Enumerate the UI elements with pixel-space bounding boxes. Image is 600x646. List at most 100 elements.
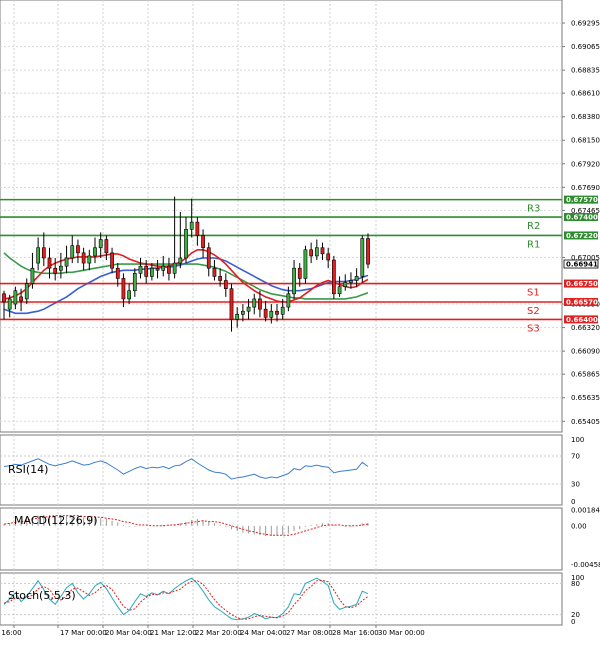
- candle-body-9: [53, 267, 58, 274]
- candle-body-18: [104, 239, 109, 254]
- level-price-label-r1: 0.67220: [566, 232, 598, 240]
- level-price-label-r3: 0.67570: [566, 196, 598, 204]
- candle-body-30: [172, 262, 177, 274]
- candle-body-11: [64, 257, 69, 267]
- candle-body-53: [303, 249, 308, 279]
- y-tick-label-1: 0.69065: [571, 43, 600, 51]
- candle-body-49: [280, 306, 285, 315]
- candle-body-28: [161, 265, 166, 271]
- y-tick-label-9: 0.67005: [571, 254, 600, 262]
- panel-frame-0: [0, 0, 563, 433]
- level-tag-s3: S3: [527, 323, 540, 334]
- candle-body-17: [98, 239, 103, 249]
- candle-body-47: [269, 310, 274, 318]
- level-price-label-s1: 0.66750: [566, 280, 598, 288]
- stoch-title: Stoch(5,5,3): [8, 589, 76, 602]
- candle-body-7: [41, 247, 46, 259]
- candle-body-5: [30, 267, 35, 284]
- candle-body-48: [275, 310, 279, 315]
- rsi-tick-label-0: 100: [571, 436, 584, 444]
- y-tick-label-0: 0.69295: [571, 20, 600, 28]
- candle-body-35: [201, 235, 205, 249]
- y-tick-label-13: 0.65865: [571, 371, 600, 379]
- candle-body-37: [212, 267, 217, 277]
- candle-body-51: [292, 267, 296, 295]
- candle-body-61: [349, 280, 353, 283]
- candle-body-21: [121, 278, 126, 300]
- candle-body-64: [366, 238, 370, 265]
- candle-body-12: [70, 245, 75, 259]
- candle-body-31: [178, 257, 183, 264]
- candle-body-33: [189, 221, 194, 230]
- level-price-box-s1: [564, 279, 598, 288]
- candle-body-44: [252, 298, 257, 308]
- candle-body-26: [150, 267, 154, 277]
- level-price-box-s2: [564, 297, 598, 306]
- level-tag-r2: R2: [527, 221, 540, 232]
- level-price-box-r2: [564, 213, 598, 222]
- candle-body-41: [235, 313, 240, 320]
- level-price-box-r1: [564, 231, 598, 240]
- y-tick-label-3: 0.68610: [571, 90, 600, 98]
- stoch-k-line: [3, 577, 369, 621]
- candle-body-20: [115, 267, 120, 279]
- rsi-line: [3, 458, 369, 480]
- stoch-tick-label-0: 100: [571, 574, 584, 582]
- y-tick-label-11: 0.66320: [571, 324, 600, 332]
- macd-tick-label-1: 0.00: [571, 522, 587, 530]
- candle-body-32: [184, 229, 188, 259]
- ma-mid-line: [3, 257, 369, 315]
- x-tick-label-8: 30 Mar 00:00: [378, 629, 425, 637]
- stoch-tick-label-1: 80: [571, 580, 580, 588]
- x-tick-label-2: 20 Mar 04:00: [105, 629, 152, 637]
- candle-body-10: [59, 265, 63, 271]
- stoch-tick-label-2: 20: [571, 611, 580, 619]
- x-tick-label-6: 27 Mar 08:00: [286, 629, 333, 637]
- candle-body-6: [36, 247, 40, 264]
- x-tick-label-4: 22 Mar 20:00: [195, 629, 242, 637]
- candle-body-3: [19, 296, 23, 302]
- candle-body-57: [326, 253, 331, 261]
- level-tag-r1: R1: [527, 239, 540, 250]
- x-tick-label-5: 24 Mar 04:00: [240, 629, 287, 637]
- candle-body-42: [241, 310, 245, 315]
- macd-signal-line: [3, 515, 369, 536]
- y-tick-label-2: 0.68835: [571, 67, 600, 75]
- level-price-box-r3: [564, 195, 598, 204]
- candle-body-50: [286, 293, 291, 308]
- candle-body-2: [13, 290, 18, 305]
- stoch-tick-label-3: 0: [571, 618, 575, 626]
- rsi-tick-label-2: 30: [571, 481, 580, 489]
- x-tick-label-3: 21 Mar 12:00: [150, 629, 197, 637]
- candle-body-4: [24, 283, 29, 300]
- candle-body-29: [167, 265, 171, 274]
- level-price-box-s3: [564, 315, 598, 324]
- candle-body-52: [297, 267, 302, 279]
- candle-body-24: [138, 265, 143, 274]
- y-tick-label-15: 0.65405: [571, 418, 600, 426]
- candle-body-40: [229, 288, 234, 320]
- y-tick-label-5: 0.68150: [571, 137, 600, 145]
- candle-body-27: [155, 267, 160, 271]
- candle-body-15: [87, 255, 92, 264]
- candle-body-8: [47, 257, 52, 269]
- candle-body-46: [263, 308, 268, 318]
- y-tick-label-14: 0.65635: [571, 394, 600, 402]
- candle-body-60: [343, 282, 348, 287]
- candle-body-13: [76, 245, 80, 254]
- y-tick-label-6: 0.67920: [571, 160, 600, 168]
- candle-body-39: [223, 280, 228, 289]
- level-price-label-s3: 0.66400: [566, 316, 598, 324]
- y-tick-label-12: 0.66090: [571, 348, 600, 356]
- rsi-tick-label-3: 0: [571, 498, 575, 506]
- candle-body-23: [132, 273, 137, 292]
- macd-title: MACD(12,26,9): [14, 514, 98, 527]
- candle-body-36: [206, 247, 211, 269]
- x-tick-label-0: ar 16:00: [0, 629, 22, 637]
- ma-slow-line: [3, 252, 369, 300]
- y-tick-label-8: 0.67465: [571, 207, 600, 215]
- candle-body-38: [218, 276, 222, 281]
- macd-tick-label-0: 0.001847: [571, 507, 600, 515]
- candle-body-14: [81, 252, 86, 264]
- candle-body-43: [246, 306, 251, 312]
